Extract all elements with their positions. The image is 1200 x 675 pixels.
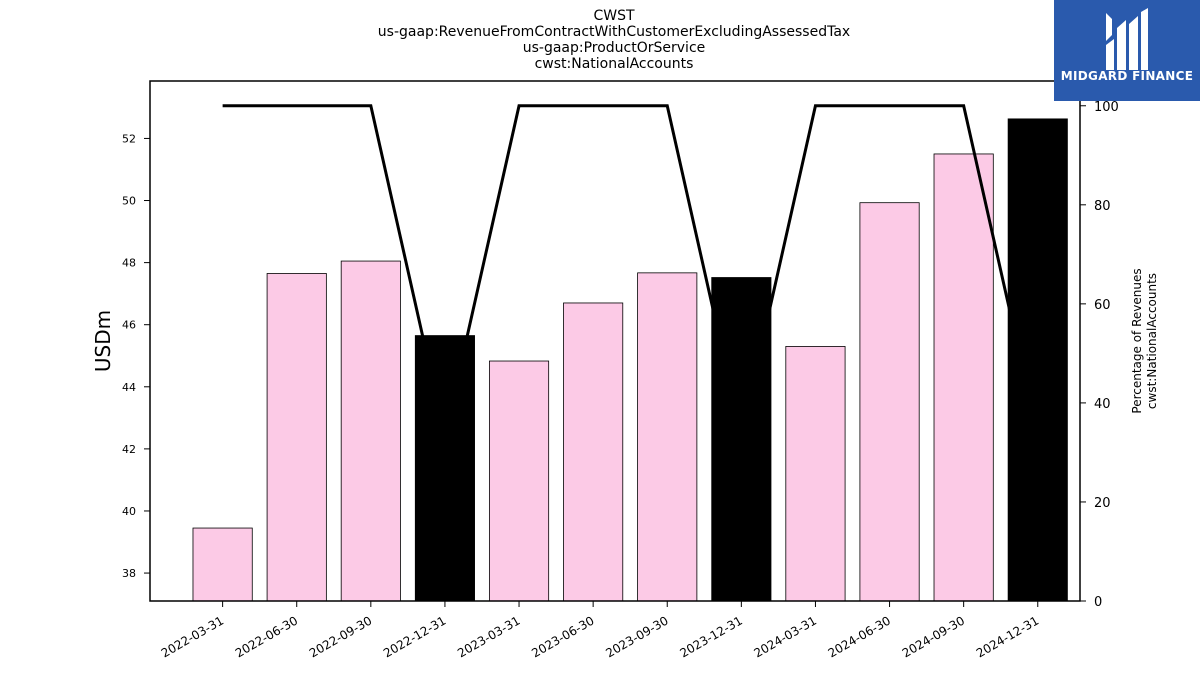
x-tick-label-2023-12-31: 2023-12-31: [677, 613, 744, 660]
bar-2022-03-31: [192, 527, 253, 602]
x-tick-label-2024-03-31: 2024-03-31: [752, 613, 819, 660]
logo-text: MIDGARD FINANCE: [1060, 69, 1194, 83]
y-tick-label-42: 42: [122, 443, 136, 456]
chart-title-line-2: us-gaap:RevenueFromContractWithCustomerE…: [377, 24, 851, 40]
right-axis: 0 20 40 60 80 100: [1080, 100, 1119, 610]
y-tick-label-52: 52: [122, 132, 136, 145]
x-tick-label-2022-09-30: 2022-09-30: [307, 613, 374, 660]
y-tick-label-38: 38: [122, 567, 136, 580]
y-tick-label-50: 50: [122, 195, 136, 208]
y-tick-label-46: 46: [122, 319, 136, 332]
x-tick-label-2024-09-30: 2024-09-30: [900, 613, 967, 660]
x-axis: 2022-03-31 2022-06-30 2022-09-30 2022-12-31…: [159, 601, 1041, 660]
x-tick-label-2023-06-30: 2023-06-30: [529, 613, 596, 660]
x-tick-label-2022-12-31: 2022-12-31: [381, 613, 448, 660]
chart-title-line-3: us-gaap:ProductOrService: [522, 40, 706, 56]
bar-2024-03-31: [785, 346, 846, 602]
bar-2023-06-30: [563, 302, 624, 602]
bar-2024-09-30: [933, 153, 994, 602]
y-tick-label-48: 48: [122, 257, 136, 270]
x-tick-label-2023-09-30: 2023-09-30: [603, 613, 670, 660]
midgard-finance-logo: MIDGARD FINANCE: [1054, 0, 1200, 101]
x-tick-label-2024-12-31: 2024-12-31: [974, 613, 1041, 660]
logo-mark-icon: [1106, 8, 1148, 70]
y2-tick-label-20: 20: [1094, 496, 1111, 511]
percentage-line: [222, 104, 1040, 436]
left-axis: 38 40 42 44 46 48 50 52: [122, 132, 150, 580]
bar-2024-12-31: [1007, 118, 1068, 602]
chart-title-line-1: CWST: [593, 8, 635, 24]
bar-2022-09-30: [340, 260, 401, 602]
y2-tick-label-100: 100: [1094, 100, 1119, 115]
y2-tick-label-40: 40: [1094, 397, 1111, 412]
bar-2022-12-31: [414, 335, 475, 602]
y-tick-label-40: 40: [122, 505, 136, 518]
y2-tick-label-0: 0: [1094, 595, 1102, 610]
bar-2023-12-31: [711, 277, 772, 602]
y2-tick-label-60: 60: [1094, 298, 1111, 313]
x-tick-label-2022-03-31: 2022-03-31: [159, 613, 226, 660]
y2-axis-label-line-2: cwst:NationalAccounts: [1145, 273, 1159, 409]
y-axis-label: USDm: [91, 310, 115, 372]
chart-title-line-4: cwst:NationalAccounts: [534, 56, 694, 72]
x-tick-label-2024-06-30: 2024-06-30: [826, 613, 893, 660]
percentage-line-group: [222, 104, 1040, 436]
bar-2023-09-30: [637, 272, 698, 602]
bar-2024-06-30: [859, 202, 920, 602]
bar-2022-06-30: [266, 273, 327, 602]
bars-group: [192, 118, 1068, 602]
x-tick-label-2022-06-30: 2022-06-30: [233, 613, 300, 660]
y-tick-label-44: 44: [122, 381, 136, 394]
plot-frame: [149, 80, 1081, 602]
x-tick-label-2023-03-31: 2023-03-31: [455, 613, 522, 660]
y2-tick-label-80: 80: [1094, 199, 1111, 214]
y2-axis-label-line-1: Percentage of Revenues: [1130, 268, 1144, 413]
bar-2023-03-31: [488, 360, 550, 602]
